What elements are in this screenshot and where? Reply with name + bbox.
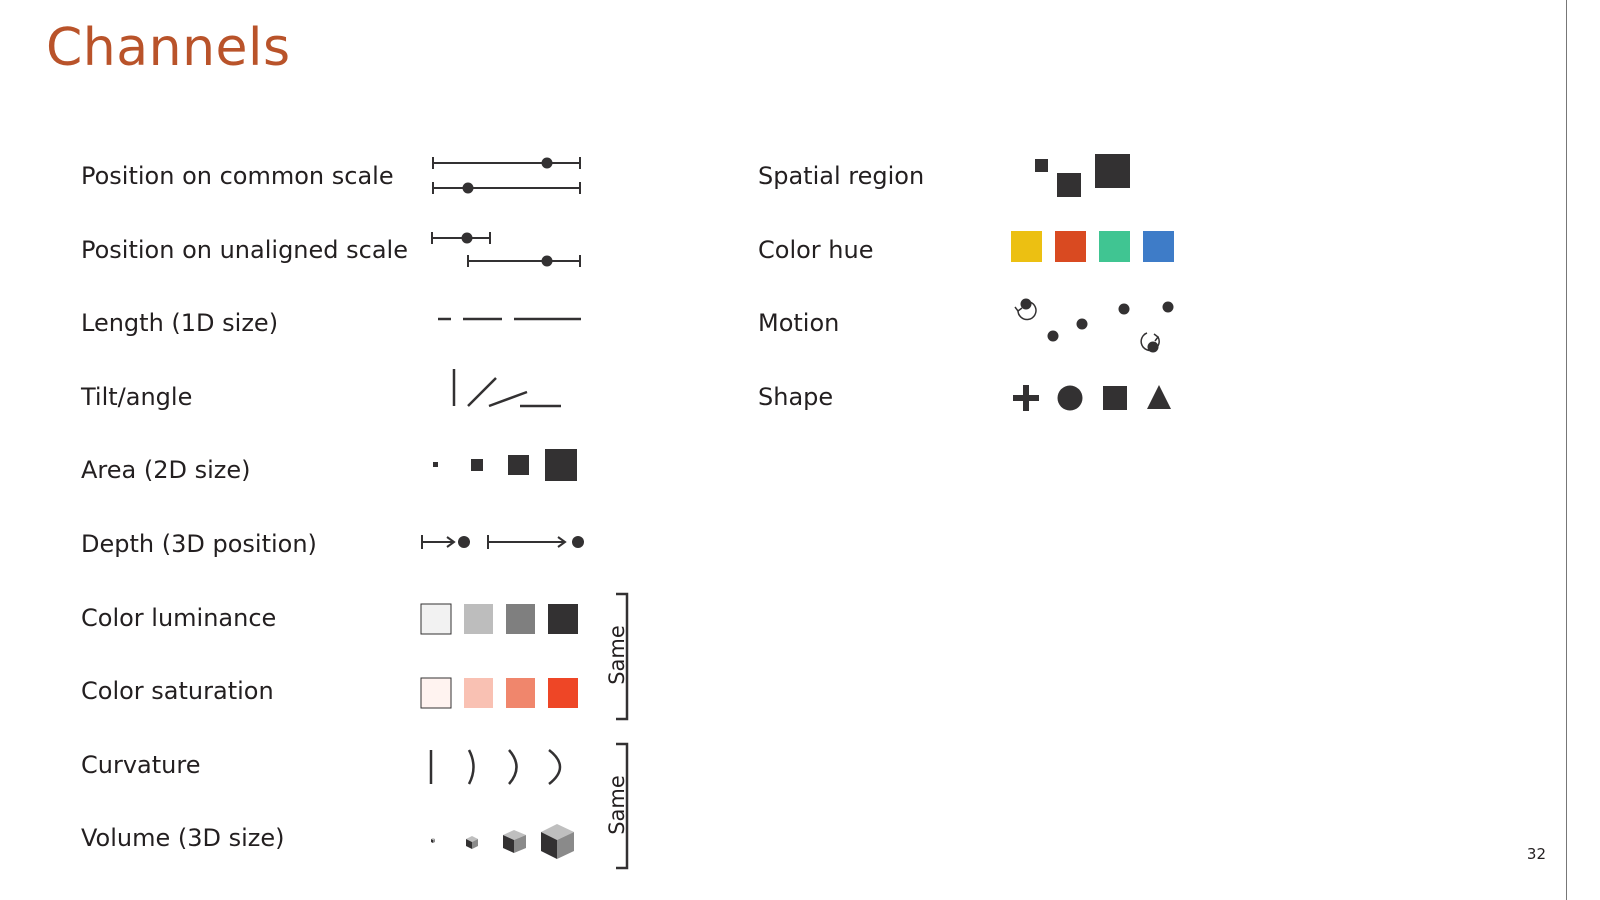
luminance-swatch — [548, 604, 578, 634]
hue-swatch — [1011, 231, 1042, 262]
shape-icon — [1013, 385, 1171, 411]
luminance-swatch — [464, 604, 493, 634]
saturation-swatch — [506, 678, 535, 708]
same-label-size: Same — [605, 775, 629, 835]
color-luminance-icon — [420, 603, 578, 635]
hue-swatch — [1055, 231, 1086, 262]
channel-label-position-common-scale: Position on common scale — [81, 162, 394, 190]
channel-label-volume: Volume (3D size) — [81, 824, 285, 852]
position-unaligned-scale-icon — [431, 232, 581, 267]
channel-label-length: Length (1D size) — [81, 309, 279, 337]
channel-label-shape: Shape — [758, 383, 834, 411]
page-number: 32 — [1526, 845, 1546, 863]
luminance-swatch — [506, 604, 535, 634]
area-icon — [433, 449, 577, 481]
same-bracket-size — [616, 742, 629, 870]
channel-label-area: Area (2D size) — [81, 456, 251, 484]
channel-label-color-saturation: Color saturation — [81, 677, 274, 705]
saturation-swatch — [548, 678, 578, 708]
depth-icon — [421, 535, 584, 549]
spatial-region-icon — [1035, 154, 1130, 197]
color-saturation-icon — [420, 677, 578, 709]
channel-label-curvature: Curvature — [81, 751, 201, 779]
channel-label-color-luminance: Color luminance — [81, 604, 277, 632]
length-icon — [438, 317, 581, 321]
volume-icon — [431, 824, 574, 859]
position-common-scale-icon — [432, 157, 581, 194]
hue-swatch — [1143, 231, 1174, 262]
color-hue-icon — [1011, 231, 1174, 262]
slide-edge-divider — [1566, 0, 1567, 900]
motion-icon — [1014, 298, 1174, 353]
luminance-swatch — [420, 603, 452, 635]
channel-label-tilt-angle: Tilt/angle — [81, 383, 193, 411]
channel-label-spatial-region: Spatial region — [758, 162, 925, 190]
saturation-swatch — [420, 677, 452, 709]
channel-label-motion: Motion — [758, 309, 840, 337]
same-label-color: Same — [605, 625, 629, 685]
tilt-angle-icon — [452, 369, 561, 408]
channel-label-color-hue: Color hue — [758, 236, 874, 264]
page-title: Channels — [46, 18, 291, 78]
same-bracket-color — [616, 592, 629, 721]
hue-swatch — [1099, 231, 1130, 262]
channel-label-depth: Depth (3D position) — [81, 530, 317, 558]
curvature-icon — [429, 749, 562, 785]
saturation-swatch — [464, 678, 493, 708]
channel-label-position-unaligned-scale: Position on unaligned scale — [81, 236, 408, 264]
